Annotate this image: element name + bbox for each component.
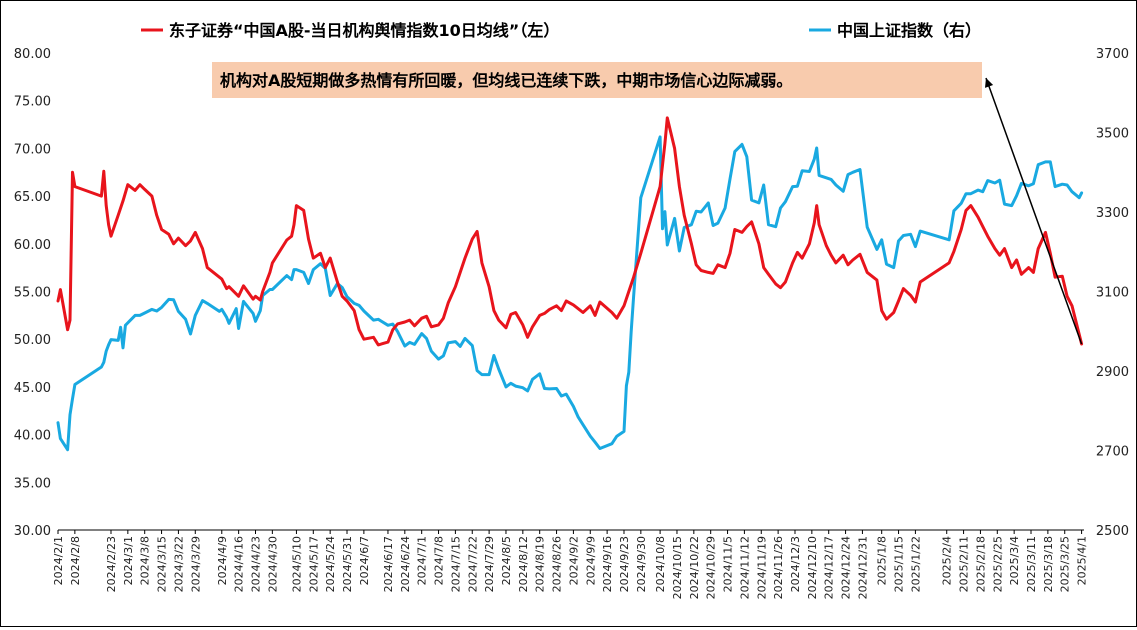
annotation-arrow-line (985, 77, 1083, 345)
x-tick-label: 2024/5/17 (307, 536, 320, 592)
x-tick-label: 2024/2/23 (105, 536, 118, 592)
x-tick-label: 2024/10/22 (688, 536, 701, 599)
x-tick-label: 2024/7/29 (483, 536, 496, 592)
y-left-tick-label: 70.00 (14, 142, 51, 157)
x-tick-label: 2024/7/22 (466, 536, 479, 592)
y-left-tick-label: 45.00 (14, 381, 51, 396)
x-tick-label: 2024/4/23 (249, 536, 262, 592)
y-left-tick-label: 40.00 (14, 429, 51, 444)
annotation: 机构对A股短期做多热情有所回暖，但均线已连续下跌，中期市场信心边际减弱。 (212, 62, 1083, 345)
x-tick-label: 2025/2/25 (991, 536, 1004, 592)
x-tick-label: 2024/7/8 (433, 536, 446, 585)
annotation-box (212, 62, 982, 98)
y-left-tick-label: 60.00 (14, 238, 51, 253)
y-left-tick-label: 75.00 (14, 95, 51, 110)
x-tick-label: 2024/2/1 (52, 536, 65, 585)
annotation-text: 机构对A股短期做多热情有所回暖，但均线已连续下跌，中期市场信心边际减弱。 (220, 71, 792, 90)
y-right-tick-label: 2500 (1096, 524, 1129, 539)
series-line-1 (56, 135, 1084, 452)
annotation-arrow-head (985, 78, 994, 88)
x-tick-label: 2024/12/3 (789, 536, 802, 592)
x-tick-label: 2024/10/15 (671, 536, 684, 599)
x-tick-label: 2024/5/10 (290, 536, 303, 592)
legend: 东子证券“中国A股-当日机构舆情指数10日均线”（左） 中国上证指数（右） (141, 21, 981, 40)
y-left-tick-label: 65.00 (14, 190, 51, 205)
x-tick-label: 2025/3/11 (1025, 536, 1038, 592)
x-tick-label: 2024/8/26 (551, 536, 564, 592)
x-tick-label: 2024/9/2 (567, 536, 580, 585)
x-tick-label: 2024/3/29 (189, 536, 202, 592)
series-line-0 (56, 116, 1084, 347)
x-tick-label: 2024/11/12 (738, 536, 751, 599)
x-tick-label: 2025/2/4 (941, 536, 954, 585)
x-tick-label: 2024/9/23 (618, 536, 631, 592)
x-tick-label: 2024/10/29 (705, 536, 718, 599)
y-left-tick-label: 50.00 (14, 333, 51, 348)
x-tick-label: 2024/4/16 (233, 536, 246, 592)
x-tick-label: 2024/7/1 (416, 536, 429, 585)
y-left-tick-label: 30.00 (14, 524, 51, 539)
x-tick-label: 2024/12/31 (856, 536, 869, 599)
y-right-tick-label: 3100 (1096, 286, 1129, 301)
x-tick-label: 2025/2/18 (974, 536, 987, 592)
x-tick-label: 2025/2/11 (958, 536, 971, 592)
y-right-tick-label: 3300 (1096, 206, 1129, 221)
y-left-tick-label: 80.00 (14, 47, 51, 62)
x-tick-label: 2024/5/24 (324, 536, 337, 592)
x-tick-label: 2024/3/1 (122, 536, 135, 585)
y-right-tick-label: 2700 (1096, 445, 1129, 460)
x-tick-label: 2024/4/9 (216, 536, 229, 585)
y-right-tick-label: 2900 (1096, 365, 1129, 380)
x-tick-label: 2025/3/25 (1059, 536, 1072, 592)
x-tick-label: 2024/3/22 (172, 536, 185, 592)
x-tick-label: 2025/3/4 (1008, 536, 1021, 585)
x-tick-label: 2024/11/26 (772, 536, 785, 599)
x-tick-label: 2024/8/19 (534, 536, 547, 592)
x-tick-label: 2024/11/5 (722, 536, 735, 592)
x-tick-label: 2024/6/7 (358, 536, 371, 585)
series-layer (56, 116, 1084, 452)
x-tick-label: 2025/1/15 (893, 536, 906, 592)
x-tick-label: 2024/3/15 (156, 536, 169, 592)
x-tick-label: 2025/1/8 (876, 536, 889, 585)
x-tick-label: 2024/6/17 (382, 536, 395, 592)
legend-label: 中国上证指数（右） (837, 21, 981, 40)
x-tick-label: 2024/5/31 (341, 536, 354, 592)
x-tick-label: 2024/8/5 (500, 536, 513, 585)
x-tick-label: 2024/7/15 (449, 536, 462, 592)
x-tick-label: 2024/8/12 (517, 536, 530, 592)
x-tick-label: 2025/1/22 (909, 536, 922, 592)
x-tick-label: 2024/9/9 (584, 536, 597, 585)
x-tick-label: 2024/12/17 (823, 536, 836, 599)
x-tick-label: 2024/4/30 (266, 536, 279, 592)
x-tick-label: 2024/12/24 (840, 536, 853, 599)
y-right-tick-label: 3700 (1096, 47, 1129, 62)
x-tick-label: 2024/2/8 (69, 536, 82, 585)
x-tick-label: 2024/10/8 (654, 536, 667, 592)
x-tick-label: 2024/9/30 (635, 536, 648, 592)
x-tick-label: 2025/4/1 (1076, 536, 1089, 585)
y-right-tick-label: 3500 (1096, 127, 1129, 142)
y-left-tick-label: 35.00 (14, 476, 51, 491)
x-tick-label: 2024/6/24 (399, 536, 412, 592)
x-tick-label: 2025/3/18 (1042, 536, 1055, 592)
x-tick-label: 2024/12/10 (806, 536, 819, 599)
axes: 30.00 35.00 40.00 45.00 50.00 55.00 60.00 65.00… (14, 47, 1129, 599)
x-tick-label: 2024/9/16 (601, 536, 614, 592)
y-left-tick-label: 55.00 (14, 286, 51, 301)
x-tick-label: 2024/11/19 (755, 536, 768, 599)
x-tick-label: 2024/3/8 (139, 536, 152, 585)
legend-label: 东子证券“中国A股-当日机构舆情指数10日均线”（左） (169, 21, 559, 40)
